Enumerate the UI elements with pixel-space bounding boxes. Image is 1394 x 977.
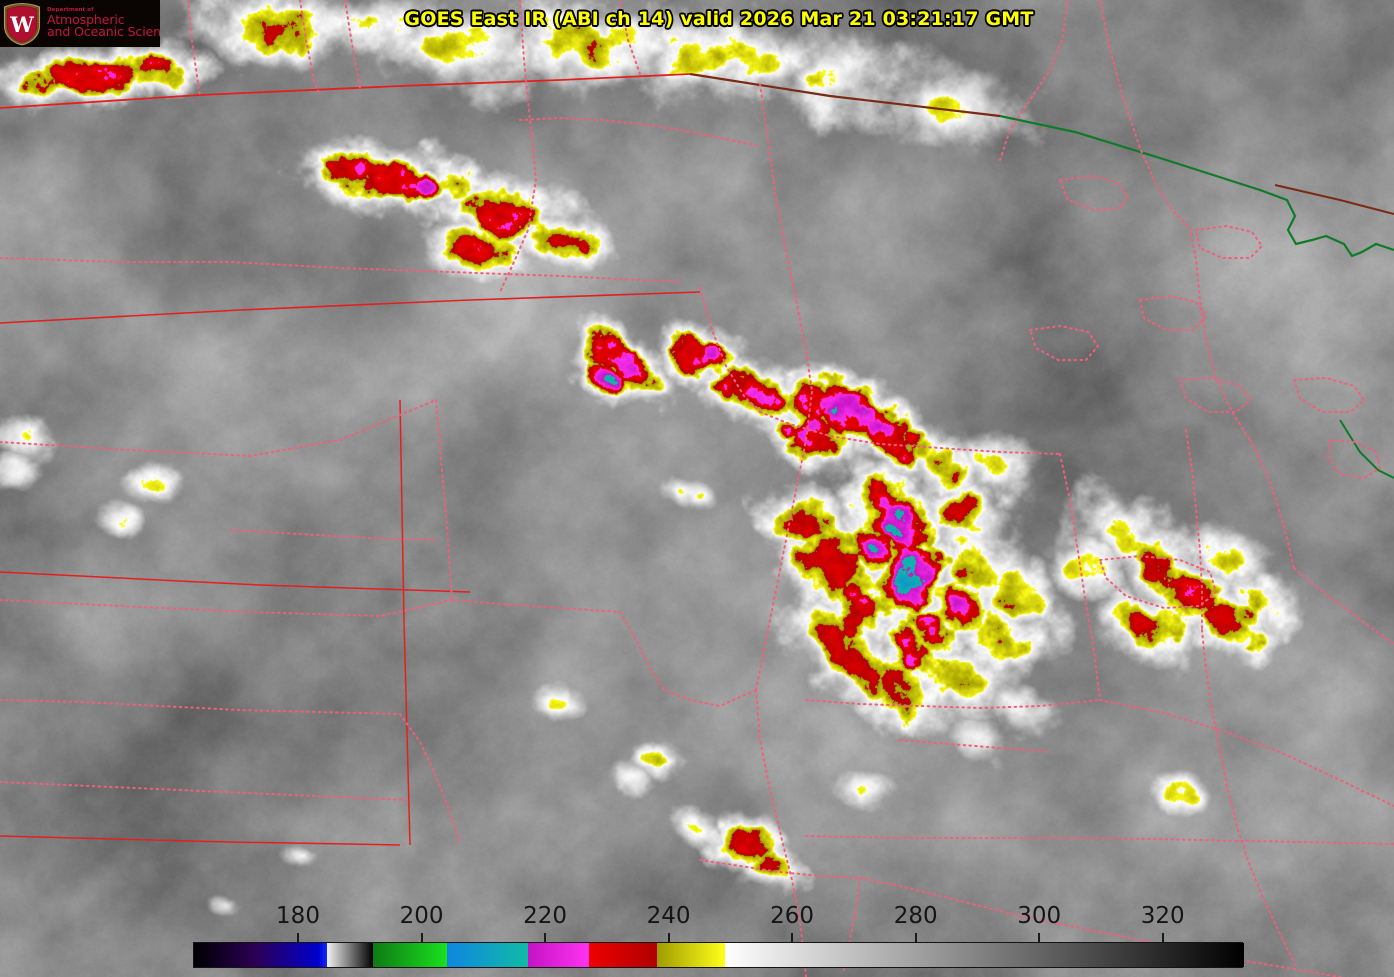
logo-name-line2: and Oceanic Sciences [47, 24, 160, 40]
logo-name-line1: Atmospheric [47, 11, 125, 27]
colorbar-tick-300 [1038, 933, 1041, 942]
page-title: GOES East IR (ABI ch 14) valid 2026 Mar … [404, 8, 1034, 30]
colorbar-tick-200 [420, 933, 423, 942]
colorbar-tick-240 [667, 933, 670, 942]
colorbar-label-260: 260 [770, 903, 815, 929]
logo-text-block: Department of Atmospheric and Oceanic Sc… [47, 6, 160, 40]
colorbar-tick-marks [193, 933, 1243, 942]
colorbar-tick-180 [297, 933, 299, 942]
colorbar-segment-magenta [527, 943, 590, 967]
colorbar-label-180: 180 [276, 903, 320, 929]
colorbar-tick-labels: 180 200 220 240 260 280 300 320 [193, 903, 1243, 935]
uw-aos-logo: W Department of Atmospheric and Oceanic … [0, 0, 160, 47]
colorbar-segment-blue-to-bright-blue [317, 943, 327, 967]
colorbar-segment-white-to-black-greyscale [725, 943, 1244, 967]
colorbar-label-220: 220 [523, 903, 567, 929]
uw-crest-icon: W [2, 2, 42, 46]
colorbar-label-240: 240 [646, 903, 691, 929]
colorbar-label-300: 300 [1017, 903, 1062, 929]
colorbar-segment-olive-to-yellow [657, 943, 726, 967]
colorbar-segment-green-dark-to-bright [373, 943, 448, 967]
colorbar-segment-blue-to-teal [447, 943, 528, 967]
colorbar-label-280: 280 [893, 903, 938, 929]
colorbar-tick-220 [544, 933, 547, 942]
colorbar-gradient-strip [193, 942, 1244, 968]
svg-text:W: W [9, 12, 34, 37]
colorbar-segment-black-to-violet [194, 943, 256, 967]
colorbar-label-320: 320 [1140, 903, 1185, 929]
colorbar-label-200: 200 [399, 903, 444, 929]
colorbar-segment-red-bright-to-dark [589, 943, 658, 967]
colorbar-tick-280 [914, 933, 917, 942]
colorbar-tick-260 [791, 933, 794, 942]
colorbar: 180 200 220 240 260 280 300 320 [193, 903, 1244, 968]
colorbar-segment-violet-to-blue [255, 943, 318, 967]
logo-department-line: Department of [47, 6, 94, 13]
colorbar-segment-white-to-black [326, 943, 374, 967]
colorbar-tick-320 [1161, 933, 1164, 942]
